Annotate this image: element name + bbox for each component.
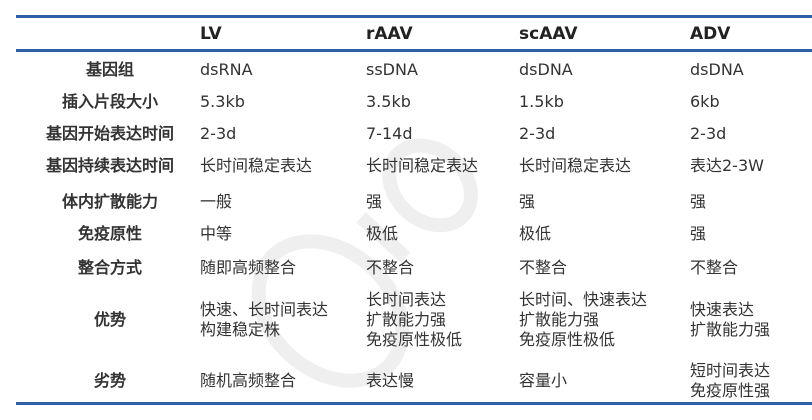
table-cell: 快速表达 扩散能力强 [690, 300, 771, 339]
header-rule [16, 49, 812, 52]
table-cell: 2-3d [200, 124, 237, 143]
row-label: 劣势 [93, 371, 126, 390]
row-label: 整合方式 [77, 258, 142, 277]
column-header-adv: ADV [690, 24, 731, 44]
table-cell: dsDNA [690, 60, 744, 79]
row-label: 插入片段大小 [61, 92, 158, 111]
table-cell: 表达2-3W [690, 156, 764, 175]
table-cell: 容量小 [519, 371, 568, 390]
column-header-scaav: scAAV [519, 24, 578, 44]
table-cell: dsRNA [200, 60, 253, 79]
table-cell: 1.5kb [519, 92, 564, 111]
table-cell: 表达慢 [366, 371, 415, 390]
table-cell: 强 [519, 192, 536, 211]
table-cell: 极低 [366, 224, 399, 243]
table-bottom-rule [16, 402, 812, 405]
row-label: 免疫原性 [77, 224, 142, 243]
table-cell: dsDNA [519, 60, 573, 79]
table-cell: ssDNA [366, 60, 418, 79]
table-cell: 短时间表达 免疫原性强 [690, 361, 771, 400]
table-cell: 强 [366, 192, 383, 211]
row-label: 体内扩散能力 [61, 192, 158, 211]
table-cell: 长时间稳定表达 [366, 156, 479, 175]
row-label: 基因组 [85, 60, 134, 79]
table-cell: 强 [690, 192, 707, 211]
table-cell: 随即高频整合 [200, 258, 297, 277]
table-cell: 7-14d [366, 124, 413, 143]
column-header-lv: LV [200, 24, 222, 44]
table-cell: 不整合 [690, 258, 739, 277]
table-cell: 2-3d [690, 124, 727, 143]
table-cell: 不整合 [519, 258, 568, 277]
table-cell: 长时间表达 扩散能力强 免疫原性极低 [366, 290, 463, 349]
row-label: 基因持续表达时间 [45, 156, 174, 175]
row-label: 优势 [93, 310, 126, 329]
table-cell: 一般 [200, 192, 233, 211]
table-cell: 中等 [200, 224, 233, 243]
table-cell: 长时间、快速表达 扩散能力强 免疫原性极低 [519, 290, 648, 349]
table-cell: 6kb [690, 92, 720, 111]
table-cell: 随机高频整合 [200, 371, 297, 390]
table-cell: 5.3kb [200, 92, 245, 111]
table-cell: 长时间稳定表达 [519, 156, 632, 175]
table-top-rule [16, 15, 812, 18]
row-label: 基因开始表达时间 [45, 124, 174, 143]
table-cell: 不整合 [366, 258, 415, 277]
table-cell: 强 [690, 224, 707, 243]
column-header-raav: rAAV [366, 24, 413, 44]
table-cell: 极低 [519, 224, 552, 243]
table-cell: 3.5kb [366, 92, 411, 111]
table-cell: 快速、长时间表达 构建稳定株 [200, 300, 329, 339]
table-cell: 2-3d [519, 124, 556, 143]
table-cell: 长时间稳定表达 [200, 156, 313, 175]
